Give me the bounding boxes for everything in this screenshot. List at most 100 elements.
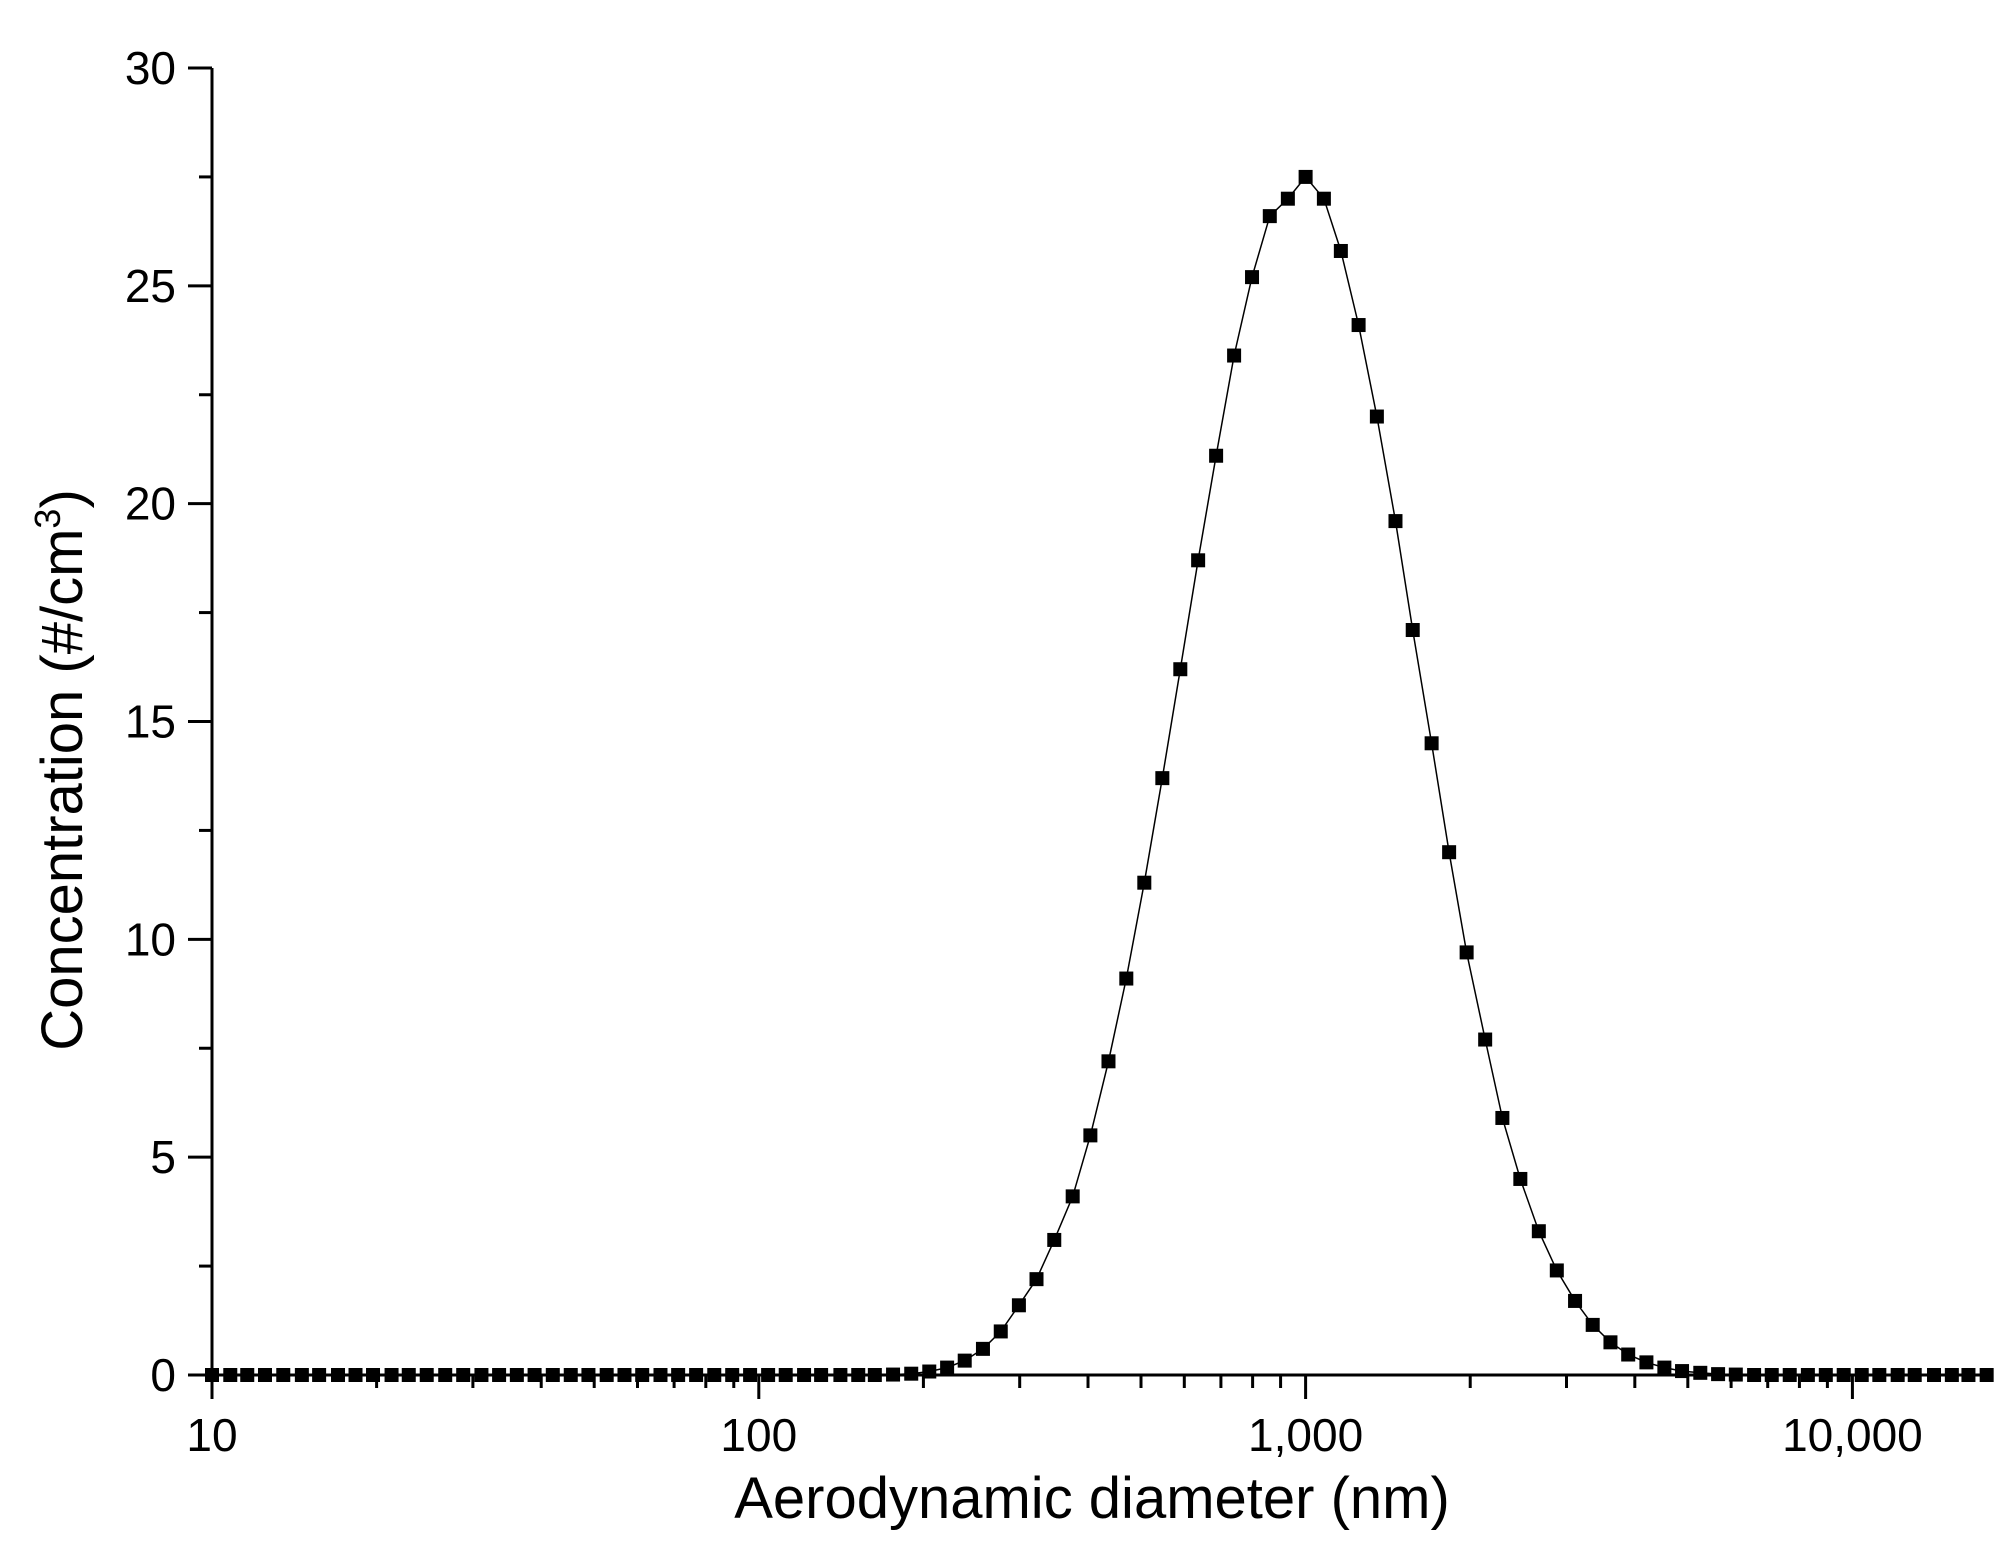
data-point <box>1333 243 1348 258</box>
data-point <box>401 1368 416 1382</box>
data-point <box>1961 1368 1976 1382</box>
data-point <box>1424 736 1439 751</box>
data-point <box>635 1368 650 1382</box>
data-point <box>1227 348 1242 363</box>
data-point <box>1119 971 1134 986</box>
data-point <box>545 1368 560 1382</box>
data-point <box>1173 662 1188 677</box>
x-tick-label: 1,000 <box>1248 1409 1363 1461</box>
data-point <box>492 1368 507 1382</box>
y-axis-title: Concentration (#/cm3) <box>27 489 95 1051</box>
data-point <box>348 1368 363 1382</box>
data-point <box>1890 1368 1905 1382</box>
y-tick-label: 20 <box>125 478 176 530</box>
data-point <box>1083 1128 1098 1143</box>
data-point <box>617 1368 632 1382</box>
data-point <box>1585 1317 1600 1332</box>
data-point <box>1478 1032 1493 1047</box>
y-axis-title-suffix: ) <box>30 489 95 508</box>
data-point <box>1531 1224 1546 1239</box>
data-point <box>1944 1368 1959 1382</box>
data-point <box>1675 1364 1690 1379</box>
data-point <box>867 1368 882 1382</box>
data-point <box>384 1368 399 1382</box>
data-point <box>1245 270 1260 285</box>
data-point <box>940 1360 955 1375</box>
data-point <box>419 1368 434 1382</box>
data-point <box>1621 1347 1636 1362</box>
data-point <box>1280 191 1295 206</box>
data-point <box>1298 169 1313 184</box>
data-point <box>1764 1368 1779 1382</box>
data-point <box>312 1368 327 1382</box>
x-axis-title: Aerodynamic diameter (nm) <box>734 1466 1450 1531</box>
data-point <box>761 1368 776 1382</box>
data-point <box>1979 1368 1994 1382</box>
x-tick-label: 10,000 <box>1782 1409 1923 1461</box>
y-tick-label: 10 <box>125 913 176 965</box>
data-point <box>797 1368 812 1382</box>
data-point <box>707 1368 722 1382</box>
data-point <box>563 1368 578 1382</box>
data-point <box>1262 209 1277 224</box>
data-point <box>851 1368 866 1382</box>
data-point <box>1818 1368 1833 1382</box>
y-axis-title-superscript: 3 <box>27 509 68 529</box>
x-tick-label: 100 <box>720 1409 797 1461</box>
data-point <box>240 1368 255 1382</box>
y-tick-label: 15 <box>125 696 176 748</box>
data-point <box>1137 875 1152 890</box>
data-point <box>366 1368 381 1382</box>
data-point <box>294 1368 309 1382</box>
y-tick-label: 0 <box>150 1349 176 1401</box>
x-tick-label: 10 <box>186 1409 237 1461</box>
data-point <box>1568 1293 1583 1308</box>
data-point <box>671 1368 686 1382</box>
data-point <box>257 1368 272 1382</box>
y-tick-label: 30 <box>125 42 176 94</box>
data-point <box>1728 1367 1743 1382</box>
data-point <box>689 1368 704 1382</box>
data-point <box>1693 1365 1708 1380</box>
data-point <box>509 1368 524 1382</box>
data-point <box>653 1368 668 1382</box>
data-point <box>1927 1368 1942 1382</box>
data-point <box>833 1368 848 1382</box>
data-point <box>957 1353 972 1368</box>
data-point <box>1442 845 1457 860</box>
data-point <box>778 1368 793 1382</box>
data-point <box>1872 1368 1887 1382</box>
series-line <box>212 175 1987 1376</box>
data-point <box>599 1368 614 1382</box>
data-point <box>1459 945 1474 960</box>
data-point <box>581 1368 596 1382</box>
data-point <box>1369 409 1384 424</box>
data-point <box>1405 623 1420 638</box>
data-point <box>223 1368 238 1382</box>
data-point <box>1011 1298 1026 1313</box>
data-point <box>1657 1360 1672 1375</box>
y-axis-title-text: Concentration (#/cm <box>30 529 95 1051</box>
data-point <box>1065 1189 1080 1204</box>
data-point <box>993 1324 1008 1339</box>
data-point <box>1907 1368 1922 1382</box>
data-point <box>725 1368 740 1382</box>
data-point <box>1191 553 1206 568</box>
data-point <box>1351 318 1366 333</box>
data-point <box>1101 1054 1116 1069</box>
data-point <box>1800 1368 1815 1382</box>
data-point <box>1513 1171 1528 1186</box>
data-point <box>814 1368 829 1382</box>
data-point <box>438 1368 453 1382</box>
data-point <box>456 1368 471 1382</box>
data-point <box>474 1368 489 1382</box>
data-point <box>276 1368 291 1382</box>
data-point <box>1603 1335 1618 1350</box>
data-point <box>1316 191 1331 206</box>
data-point <box>1209 448 1224 463</box>
data-point <box>922 1364 937 1379</box>
data-point <box>1836 1368 1851 1382</box>
data-point <box>527 1368 542 1382</box>
